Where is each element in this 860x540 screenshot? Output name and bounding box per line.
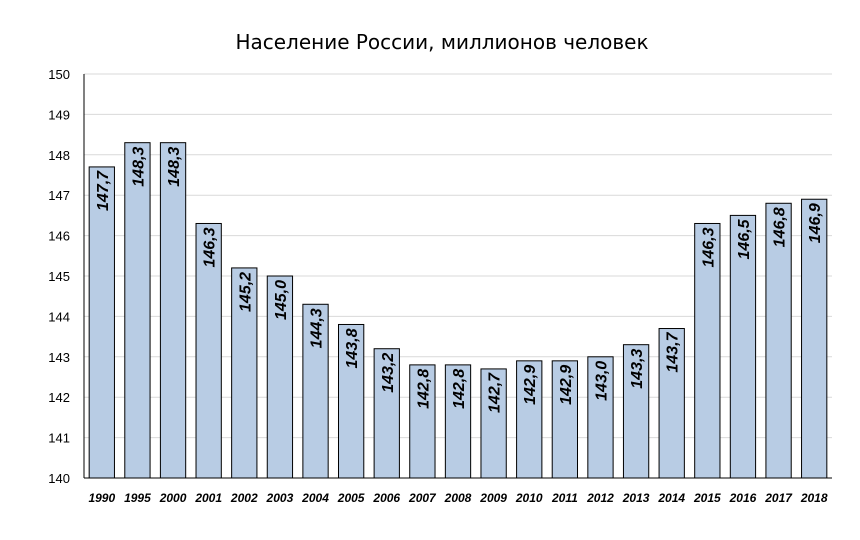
y-tick-label: 145 bbox=[48, 269, 70, 284]
bar bbox=[587, 356, 614, 479]
x-tick-label: 2011 bbox=[551, 491, 578, 505]
x-tick-label: 2006 bbox=[372, 491, 400, 505]
data-label: 142,8 bbox=[451, 369, 468, 409]
y-tick-label: 142 bbox=[48, 390, 70, 405]
data-label: 142,7 bbox=[487, 372, 504, 413]
x-tick-label: 2013 bbox=[622, 491, 650, 505]
data-label: 146,8 bbox=[772, 207, 789, 247]
x-tick-label: 2002 bbox=[230, 491, 258, 505]
data-label: 143,2 bbox=[380, 353, 397, 393]
bar bbox=[622, 344, 650, 479]
y-tick-label: 140 bbox=[48, 471, 70, 486]
bar bbox=[658, 328, 685, 479]
x-tick-label: 2008 bbox=[444, 491, 472, 505]
y-tick-label: 147 bbox=[48, 188, 70, 203]
x-tick-label: 2004 bbox=[301, 491, 329, 505]
y-tick-label: 143 bbox=[48, 350, 70, 365]
bar bbox=[337, 323, 365, 479]
bar bbox=[480, 368, 507, 479]
data-label: 143,7 bbox=[665, 331, 682, 372]
data-label: 146,5 bbox=[736, 218, 753, 259]
x-tick-label: 2001 bbox=[194, 491, 222, 505]
bar bbox=[195, 222, 222, 479]
bar bbox=[124, 142, 151, 479]
data-label: 146,3 bbox=[202, 227, 219, 267]
data-label: 148,3 bbox=[166, 147, 183, 187]
x-tick-label: 2005 bbox=[337, 491, 365, 505]
x-tick-label: 2000 bbox=[159, 491, 187, 505]
y-axis-ticks: 140 141 142 143 144 145 146 147 148 149 150 bbox=[48, 67, 70, 486]
x-tick-label: 1995 bbox=[124, 491, 151, 505]
data-labels: 147,7 148,3 148,3 146,3 145,2 145,0 144,3 143,8… bbox=[95, 147, 824, 413]
data-label: 147,7 bbox=[95, 170, 112, 211]
y-tick-label: 141 bbox=[48, 431, 70, 446]
y-tick-label: 149 bbox=[48, 107, 70, 122]
x-tick-label: 2017 bbox=[764, 491, 793, 505]
x-tick-label: 2016 bbox=[729, 491, 757, 505]
bar bbox=[302, 303, 329, 479]
data-label: 144,3 bbox=[309, 308, 326, 348]
data-label: 146,3 bbox=[700, 227, 717, 267]
x-tick-label: 2012 bbox=[586, 491, 614, 505]
data-label: 146,9 bbox=[807, 203, 824, 243]
x-tick-label: 1990 bbox=[88, 491, 115, 505]
data-label: 145,2 bbox=[237, 272, 254, 312]
bar bbox=[373, 348, 400, 479]
data-label: 142,9 bbox=[522, 365, 539, 405]
x-axis-ticks: 1990 1995 2000 2001 2002 2003 2004 2005 2006 2007… bbox=[88, 491, 827, 505]
data-label: 148,3 bbox=[130, 147, 147, 187]
data-label: 143,8 bbox=[344, 328, 361, 368]
data-label: 142,9 bbox=[558, 365, 575, 405]
data-label: 143,3 bbox=[629, 349, 646, 389]
x-tick-label: 2010 bbox=[515, 491, 543, 505]
bar bbox=[88, 166, 115, 479]
x-tick-label: 2018 bbox=[800, 491, 828, 505]
y-tick-label: 144 bbox=[48, 309, 70, 324]
chart-title: Население России, миллионов человек bbox=[235, 30, 648, 54]
bar bbox=[516, 360, 543, 479]
x-tick-label: 2014 bbox=[657, 491, 685, 505]
bar bbox=[231, 267, 258, 479]
x-tick-label: 2015 bbox=[693, 491, 721, 505]
data-label: 142,8 bbox=[415, 369, 432, 409]
bars bbox=[88, 142, 828, 479]
bar bbox=[729, 214, 757, 479]
y-tick-label: 146 bbox=[48, 229, 70, 244]
y-tick-label: 150 bbox=[48, 67, 70, 82]
data-label: 145,0 bbox=[273, 280, 290, 320]
bar bbox=[159, 142, 187, 479]
bar bbox=[409, 364, 436, 479]
data-label: 143,0 bbox=[593, 361, 610, 401]
bar bbox=[694, 222, 721, 479]
x-tick-label: 2003 bbox=[266, 491, 294, 505]
y-tick-label: 148 bbox=[48, 148, 70, 163]
bar bbox=[801, 198, 828, 479]
x-tick-label: 2007 bbox=[408, 491, 437, 505]
x-tick-label: 2009 bbox=[479, 491, 507, 505]
